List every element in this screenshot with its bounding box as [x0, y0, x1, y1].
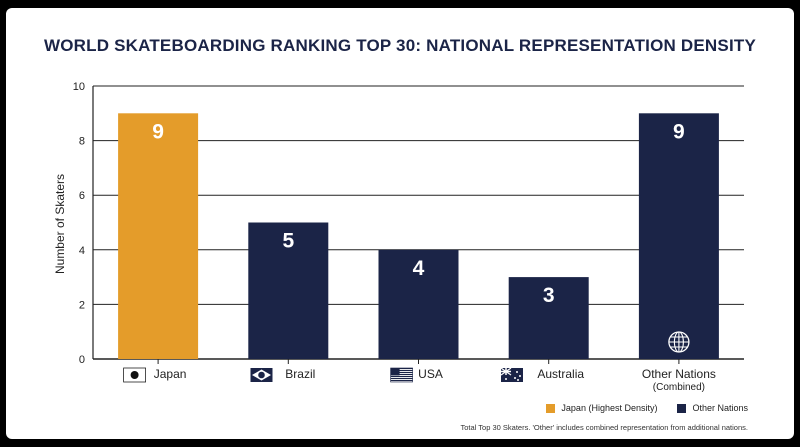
bar-japan — [118, 113, 199, 359]
footnote: Total Top 30 Skaters. 'Other' includes c… — [460, 423, 748, 432]
japan-flag-icon — [123, 367, 146, 383]
bar-other-nations — [638, 113, 719, 359]
x-tick-label: Brazil — [285, 367, 315, 381]
brazil-flag-icon — [250, 368, 273, 382]
legend-swatch-japan — [546, 403, 556, 413]
legend-label-japan: Japan (Highest Density) — [561, 403, 658, 413]
y-tick-label: 10 — [73, 81, 85, 93]
bar-value-label: 5 — [282, 230, 294, 253]
bar-value-label: 9 — [152, 120, 164, 143]
y-tick-label: 0 — [79, 354, 85, 366]
australia-flag-icon — [500, 367, 523, 382]
legend-swatch-other — [677, 403, 687, 413]
x-tick-label: USA — [418, 367, 443, 381]
y-tick-label: 8 — [79, 136, 85, 148]
x-tick-label: Japan — [154, 367, 187, 381]
y-tick-label: 2 — [79, 299, 85, 311]
bar-value-label: 4 — [413, 257, 425, 280]
y-tick-label: 4 — [79, 245, 85, 257]
legend-label-other: Other Nations — [692, 403, 748, 413]
legend: Japan (Highest Density) Other Nations — [546, 403, 748, 413]
chart-title: WORLD SKATEBOARDING RANKING TOP 30: NATI… — [43, 36, 756, 55]
bar-brazil — [248, 222, 329, 359]
x-tick-label: Other Nations — [642, 367, 716, 381]
x-tick-sublabel: (Combined) — [653, 382, 705, 393]
bar-usa — [378, 249, 459, 359]
y-tick-label: 6 — [79, 190, 85, 202]
bar-value-label: 9 — [673, 120, 685, 143]
bar-australia — [508, 277, 589, 359]
globe-icon — [668, 331, 690, 353]
usa-flag-icon — [390, 367, 413, 383]
bar-value-label: 3 — [543, 284, 555, 307]
x-tick-label: Australia — [537, 367, 584, 381]
